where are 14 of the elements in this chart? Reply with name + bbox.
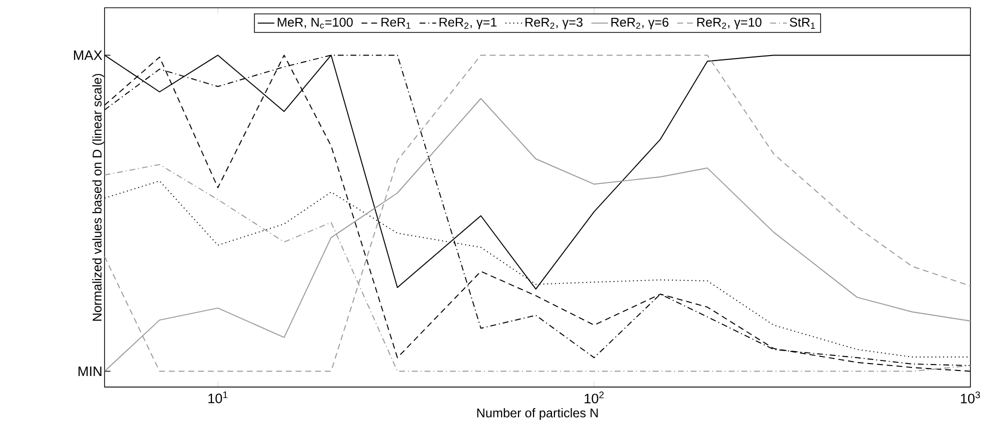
- legend-label: StR$_{1}$: [790, 18, 815, 29]
- legend-label: ReR$_{2}$, γ=6: [611, 18, 668, 30]
- legend-label: ReR$_{1}$: [382, 18, 410, 29]
- x-axis-title: Number of particles N: [477, 408, 598, 420]
- x-tick-label: 10$^{2}$: [584, 392, 604, 404]
- legend-label: ReR$_{2}$, γ=10: [697, 18, 762, 30]
- text: MAX: [74, 50, 102, 60]
- legend-label: ReR$_{2}$, γ=3: [526, 18, 583, 30]
- x-tick-label: 10$^{1}$: [208, 392, 228, 404]
- text: MIN: [78, 366, 102, 376]
- legend-label: MeR, N$_{c}$=100: [278, 18, 353, 29]
- legend-label: ReR$_{2}$, γ=1: [440, 18, 497, 30]
- x-tick-label: 10$^{3}$: [960, 392, 980, 404]
- y-axis-title: Normalized values based on D (linear scale): [92, 74, 104, 321]
